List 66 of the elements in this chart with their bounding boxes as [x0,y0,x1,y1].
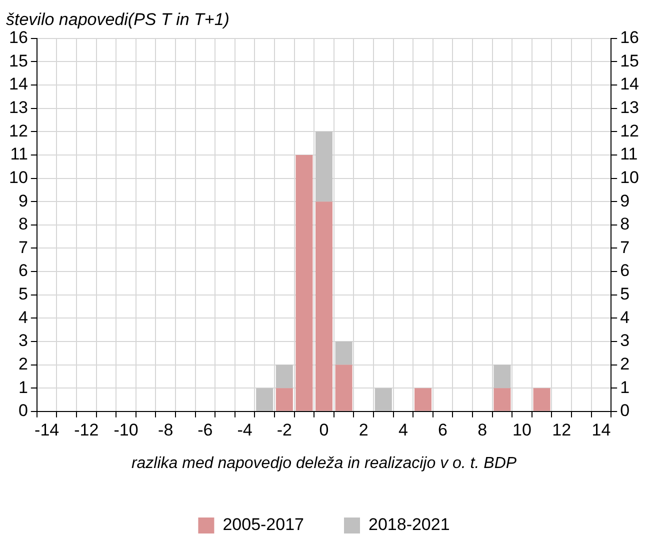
x-tick-label: -6 [198,420,213,440]
y2-tick-label: 5 [620,284,630,304]
x-tick-label: 12 [552,420,572,440]
x-tick-label: 0 [319,420,329,440]
bar [414,388,432,411]
x-tick-label: -4 [237,420,252,440]
x-tick-label: -8 [158,420,174,440]
bar [256,388,274,411]
x-tick-label: 8 [478,420,488,440]
x-tick-label: 10 [512,420,532,440]
y2-tick-label: 8 [620,214,630,234]
y2-tick-label: 10 [620,168,640,187]
y2-tick-label: 13 [620,98,640,118]
x-tick-label: -2 [276,420,292,440]
legend-label: 2005-2017 [222,515,304,534]
y-tick-label: 16 [8,28,28,48]
y2-tick-label: 3 [620,331,630,350]
bar [276,388,293,411]
y2-tick-label: 15 [620,51,640,70]
y2-tick-label: 0 [620,401,630,420]
x-tick-label: 6 [438,420,448,440]
y-tick-label: 6 [18,261,28,280]
y2-tick-label: 11 [620,144,638,164]
y-tick-label: 14 [8,74,28,94]
y-tick-label: 1 [18,378,28,397]
y-axis-title: število napovedi(PS T in T+1) [6,10,230,29]
y-tick-label: 2 [18,354,28,374]
bar [374,388,392,411]
y2-tick-label: 6 [620,261,630,280]
y2-tick-label: 1 [620,378,630,397]
y-tick-label: 4 [18,308,28,327]
bar [315,202,333,411]
x-tick-label: 2 [358,420,368,440]
y-tick-label: 13 [8,98,28,118]
legend-label: 2018-2021 [368,515,450,534]
y2-tick-label: 7 [620,238,630,257]
bar [335,364,352,411]
y-tick-label: 12 [8,121,28,140]
x-tick-label: 4 [398,420,408,440]
bar [276,364,293,388]
y-tick-label: 15 [8,51,28,70]
y-tick-label: 3 [18,331,28,350]
y-tick-label: 7 [18,238,28,257]
y2-tick-label: 14 [620,74,640,94]
y-tick-label: 8 [18,214,28,234]
y2-tick-label: 2 [620,354,630,374]
x-tick-label: 14 [592,420,611,440]
bar [315,132,333,202]
y-tick-label: 11 [10,144,28,164]
x-tick-label: -14 [34,420,60,440]
bar [335,341,352,365]
y-tick-label: 10 [8,168,28,187]
y2-tick-label: 4 [620,308,630,327]
bar [533,388,550,411]
x-tick-label: -10 [114,420,138,440]
bar [494,364,511,388]
y2-tick-label: 12 [620,121,640,140]
x-tick-label: -12 [74,420,99,440]
y-tick-label: 0 [18,401,28,420]
y-tick-label: 9 [18,191,28,210]
y2-tick-label: 9 [620,191,630,210]
y2-tick-label: 16 [620,28,640,48]
y-tick-label: 5 [18,284,28,304]
bar [494,388,511,411]
x-axis-title: razlika med napovedjo deleža in realizacijo v o. t. BDP [131,454,517,472]
bar [296,154,313,411]
